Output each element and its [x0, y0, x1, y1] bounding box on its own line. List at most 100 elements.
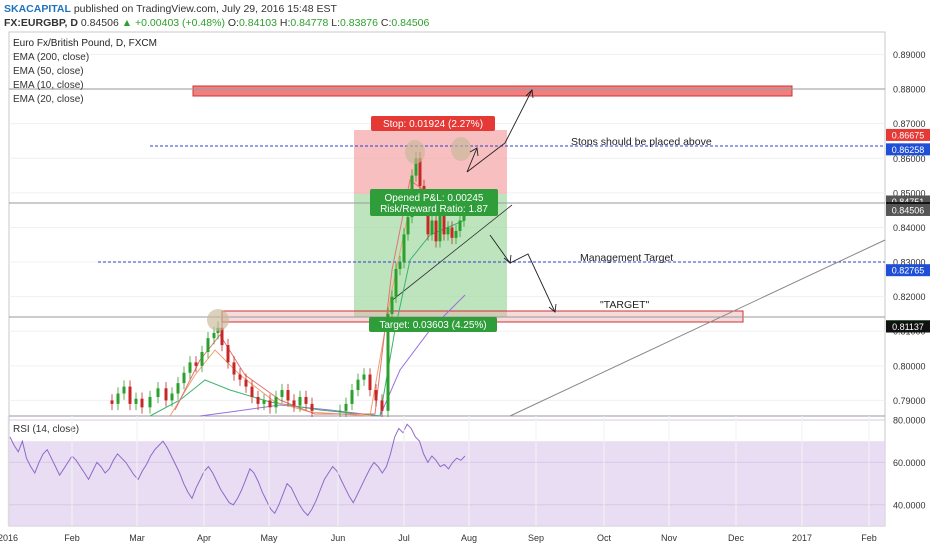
candle-body [434, 220, 438, 242]
candle-body [286, 390, 290, 401]
candle-body [386, 313, 390, 411]
legend-ema200[interactable]: EMA (200, close) [13, 52, 89, 63]
candle-body [414, 158, 418, 176]
wedge-line[interactable] [389, 204, 513, 303]
rsi-axis: 80.0000 60.0000 40.0000 [893, 416, 926, 511]
rsi-line [9, 423, 466, 517]
price-marker-label: 0.86675 [892, 130, 925, 140]
time-tick-label: Aug [461, 533, 477, 543]
candle-body [268, 400, 272, 408]
published-text: published on TradingView.com, July 29, 2… [73, 3, 337, 15]
price-marker-label: 0.86258 [892, 145, 925, 155]
resistance-box[interactable] [192, 85, 793, 97]
candle-body [200, 352, 204, 366]
candle-body [238, 374, 242, 380]
target-label-box [369, 317, 497, 332]
candle-body [394, 268, 398, 297]
legend-ema10[interactable]: EMA (10, close) [13, 80, 84, 91]
candle-body [446, 227, 450, 235]
candle-body [438, 213, 442, 242]
price-marker-box [886, 320, 930, 333]
open-value: 0.84103 [238, 17, 277, 29]
quote-header: FX:EURGBP, D 0.84506 ▲ +0.00403 (+0.48%)… [4, 17, 429, 29]
time-tick-label: 2017 [792, 533, 812, 543]
trend-line[interactable] [509, 239, 886, 417]
management-target-note: Management Target [580, 252, 673, 264]
risk-reward-ratio: Risk/Reward Ratio: 1.87 [380, 204, 488, 215]
top-marker-july-2[interactable] [451, 137, 471, 161]
symbol-label: FX:EURGBP, D [4, 17, 78, 29]
rsi-tick-label: 40.0000 [893, 500, 926, 510]
candle-body [298, 396, 302, 406]
high-label: H: [279, 17, 291, 29]
candle-body [442, 213, 446, 235]
target-note: "TARGET" [600, 299, 650, 311]
candle-body [170, 393, 174, 401]
rsi-gridlines [9, 419, 885, 506]
ema50-line [149, 219, 466, 417]
price-marker-box [886, 143, 930, 156]
candle-body [212, 332, 216, 339]
candle-body [426, 206, 430, 235]
price-chart[interactable]: 0.89000 0.88000 0.87000 0.86000 0.85000 0.840… [0, 30, 932, 550]
price-marker-box [886, 128, 930, 141]
rsi-tick-label: 60.0000 [893, 458, 926, 468]
low-value: 0.83876 [340, 17, 378, 29]
open-label: O: [227, 17, 239, 29]
price-change: +0.00403 (+0.48%) [135, 17, 225, 29]
price-tick-label: 0.84000 [893, 223, 926, 233]
stop-label: Stop: 0.01924 (2.27%) [383, 119, 483, 130]
time-axis: 2016 Feb Mar Apr May Jun Jul Aug Sep Oct Nov Dec 201… [0, 416, 877, 543]
candle-body [310, 403, 314, 411]
candle-body [256, 396, 260, 404]
candle-body [450, 227, 454, 238]
rsi-band [9, 441, 885, 526]
price-axis: 0.89000 0.88000 0.87000 0.86000 0.85000 0.840… [886, 50, 930, 406]
price-marker-box [886, 264, 930, 277]
candle-body [304, 396, 308, 404]
candle-body [406, 217, 410, 235]
candle-body [128, 386, 132, 404]
low-label: L: [331, 17, 341, 29]
candle-body [458, 220, 462, 231]
candle-body [344, 403, 348, 411]
candle-body [338, 410, 342, 412]
stop-zone [354, 130, 507, 194]
candle-body [368, 374, 372, 391]
top-marker-july-1[interactable] [405, 140, 425, 164]
candle-body [244, 379, 248, 387]
candle-body [176, 383, 180, 394]
price-tick-label: 0.87000 [893, 119, 926, 129]
price-marker-label: 0.84751 [892, 197, 925, 207]
candle-body [194, 362, 198, 366]
time-tick-label: Oct [597, 533, 612, 543]
top-marker-april[interactable] [207, 309, 229, 331]
candle-body [430, 220, 434, 235]
price-tick-label: 0.79000 [893, 396, 926, 406]
price-marker-label: 0.82765 [892, 266, 925, 276]
candle-body [226, 345, 230, 363]
target-label: Target: 0.03603 (4.25%) [379, 320, 486, 331]
legend-ema50[interactable]: EMA (50, close) [13, 66, 84, 77]
high-value: 0.84778 [290, 17, 329, 29]
price-marker-box [886, 203, 930, 216]
projection-arrows[interactable] [466, 89, 557, 313]
price-marker-label: 0.81137 [892, 322, 924, 332]
legend-ema20[interactable]: EMA (20, close) [13, 94, 84, 105]
last-price: 0.84506 [80, 17, 119, 29]
opened-pnl: Opened P&L: 0.00245 [385, 193, 484, 204]
candle-body [262, 400, 266, 404]
publish-header: SKACAPITAL published on TradingView.com,… [4, 3, 337, 15]
time-tick-label: Feb [861, 533, 877, 543]
candle-body [122, 386, 126, 394]
candle-body [380, 400, 384, 411]
time-tick-label: Sep [528, 533, 544, 543]
candle-body [220, 327, 224, 346]
time-tick-label: May [260, 533, 278, 543]
author-name[interactable]: SKACAPITAL [4, 3, 71, 15]
chart-legend: Euro Fx/British Pound, D, FXCM EMA (200,… [13, 38, 157, 105]
candle-body [280, 390, 284, 397]
price-marker-label: 0.84506 [892, 205, 925, 215]
candle-body [188, 362, 192, 373]
price-tick-label: 0.86000 [893, 154, 926, 164]
